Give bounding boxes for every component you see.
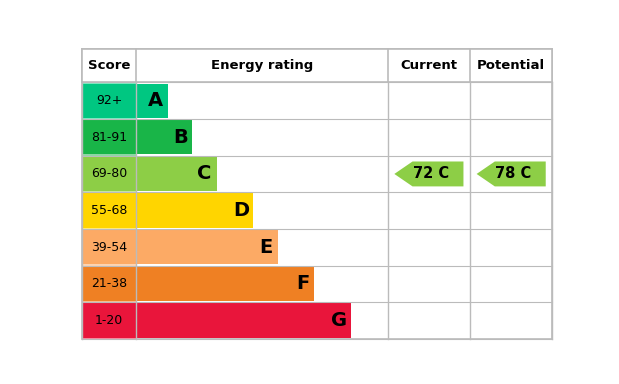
Polygon shape [477,162,546,186]
Bar [82,82,136,119]
Bar [82,265,136,302]
Bar [82,229,136,265]
Bar [82,302,136,339]
Text: 21-38: 21-38 [91,277,128,290]
Bar [82,192,136,229]
Text: F: F [296,274,309,293]
Polygon shape [394,162,464,186]
Text: C: C [197,164,212,184]
Text: E: E [259,238,272,257]
Text: Current: Current [400,59,457,72]
Bar [82,157,217,191]
Text: D: D [233,201,249,220]
Text: 92+: 92+ [96,94,123,107]
Bar [82,156,136,192]
Bar [82,194,253,228]
Text: 69-80: 69-80 [91,167,128,180]
Text: 55-68: 55-68 [91,204,128,217]
Text: Potential: Potential [477,59,545,72]
Bar [82,120,192,154]
Bar [82,119,136,156]
Bar [82,230,278,264]
Text: Energy rating: Energy rating [211,59,313,72]
Text: 72 C: 72 C [413,166,449,182]
Text: 39-54: 39-54 [91,241,128,254]
Text: Score: Score [88,59,131,72]
Bar [82,303,351,338]
Text: 78 C: 78 C [495,166,531,182]
Text: 1-20: 1-20 [95,314,123,327]
Bar [82,267,314,301]
Text: 81-91: 81-91 [91,131,128,144]
Bar [82,49,552,82]
Text: G: G [331,311,347,330]
Text: A: A [148,91,163,110]
Text: B: B [173,128,188,147]
Bar [82,84,168,118]
